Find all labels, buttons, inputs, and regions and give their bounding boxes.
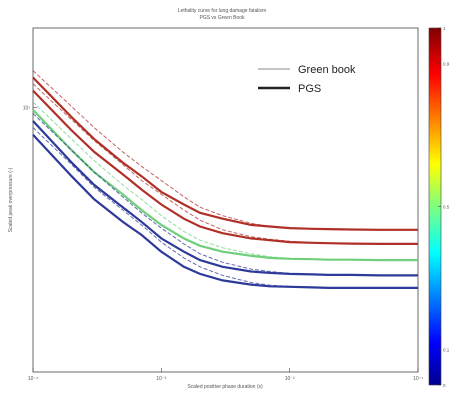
series-1-pgs-line (32, 89, 418, 245)
chart-subtitle: PGS vs Green Book (199, 15, 245, 21)
x-tick-label-1: 10⁻³ (156, 376, 166, 382)
series-0-pgs-line (32, 76, 418, 231)
colorbar-ticks: 1 0.9 0.5 0.1 0 (438, 26, 450, 388)
y-axis-label: Scaled peak overpressure (-) (8, 167, 14, 232)
y-tick-label-0: 10¹ (23, 106, 31, 112)
x-tick-label-0: 10⁻⁴ (28, 376, 38, 382)
series-2-pgs-line (32, 109, 418, 262)
y-axis-ticks: 10¹ (23, 106, 37, 112)
curves-group (32, 70, 418, 289)
plot-area (32, 27, 419, 373)
series-3-green-book-line (32, 113, 418, 276)
series-4-pgs-line (32, 133, 418, 289)
x-tick-label-2: 10⁻² (285, 376, 295, 382)
colorbar-tick-label-3: 0.1 (443, 347, 450, 352)
x-axis-ticks: 10⁻⁴ 10⁻³ 10⁻² 10⁻¹ (28, 368, 423, 382)
legend-green-book-label: Green book (298, 64, 356, 76)
colorbar-tick-label-2: 0.5 (443, 205, 450, 210)
legend: Green book PGS (258, 64, 356, 95)
x-axis-label: Scaled positive phase duration (s) (187, 384, 263, 390)
series-4-green-book-line (32, 127, 418, 289)
colorbar-tick-label-1: 0.9 (443, 62, 450, 67)
colorbar-tick-label-4: 0 (443, 383, 446, 388)
colorbar-tick-label-0: 1 (443, 26, 446, 31)
legend-pgs-label: PGS (298, 83, 321, 95)
x-tick-label-3: 10⁻¹ (413, 376, 423, 382)
series-3-pgs-line (32, 120, 418, 277)
chart-title: Lethality curve for lung damage fatalism (178, 8, 266, 14)
